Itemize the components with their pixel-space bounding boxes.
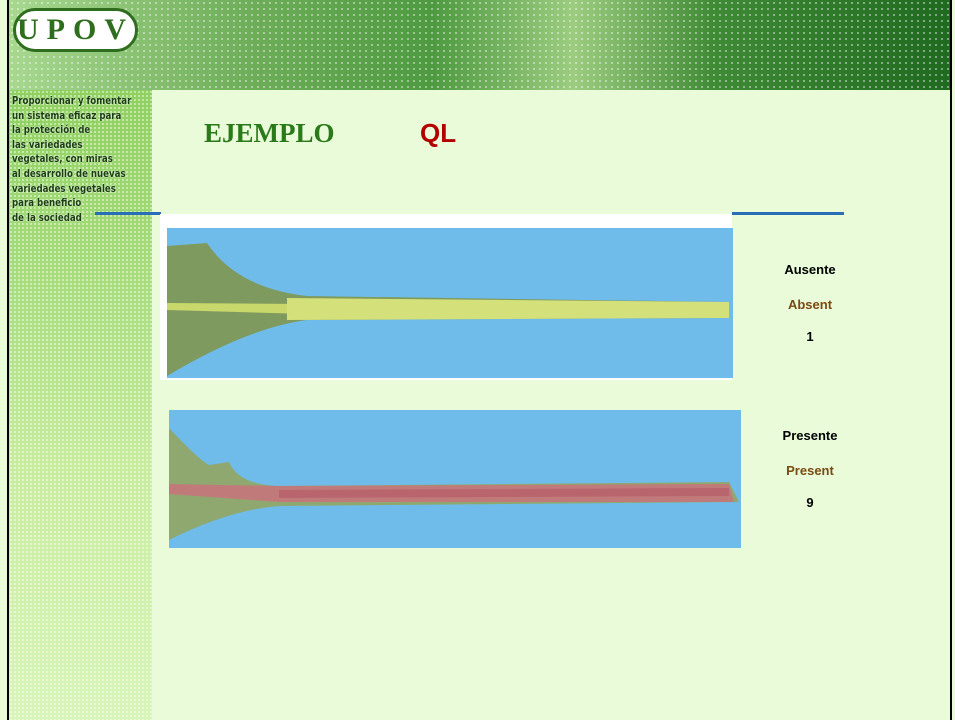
label-es: Ausente: [760, 262, 860, 277]
motto-line: un sistema eficaz para: [12, 109, 131, 124]
note: 1: [760, 329, 860, 344]
motto-line: Proporcionar y fomentar: [12, 94, 131, 109]
label-en: Absent: [760, 297, 860, 312]
motto-line: variedades vegetales: [12, 182, 131, 197]
rule: [732, 212, 844, 215]
motto-line: las variedades: [12, 138, 131, 153]
logo: UPOV: [13, 8, 138, 52]
motto-line: para beneficio: [12, 196, 131, 211]
header-banner: [9, 0, 950, 90]
motto-line: vegetales, con miras: [12, 152, 131, 167]
slide: UPOV Proporcionar y fomentarun sistema e…: [0, 0, 955, 720]
motto-line: al desarrollo de nuevas: [12, 167, 131, 182]
motto-line: la protección de: [12, 123, 131, 138]
border: [950, 0, 952, 720]
note: 9: [760, 495, 860, 510]
label-es: Presente: [760, 428, 860, 443]
title-tag: QL: [420, 118, 456, 149]
title: EJEMPLO: [204, 118, 335, 149]
page: UPOV Proporcionar y fomentarun sistema e…: [0, 0, 955, 720]
motto-line: de la sociedad: [12, 211, 131, 226]
border: [7, 0, 9, 720]
image-absent: [167, 228, 733, 378]
image-present: [169, 410, 741, 548]
label-en: Present: [760, 463, 860, 478]
